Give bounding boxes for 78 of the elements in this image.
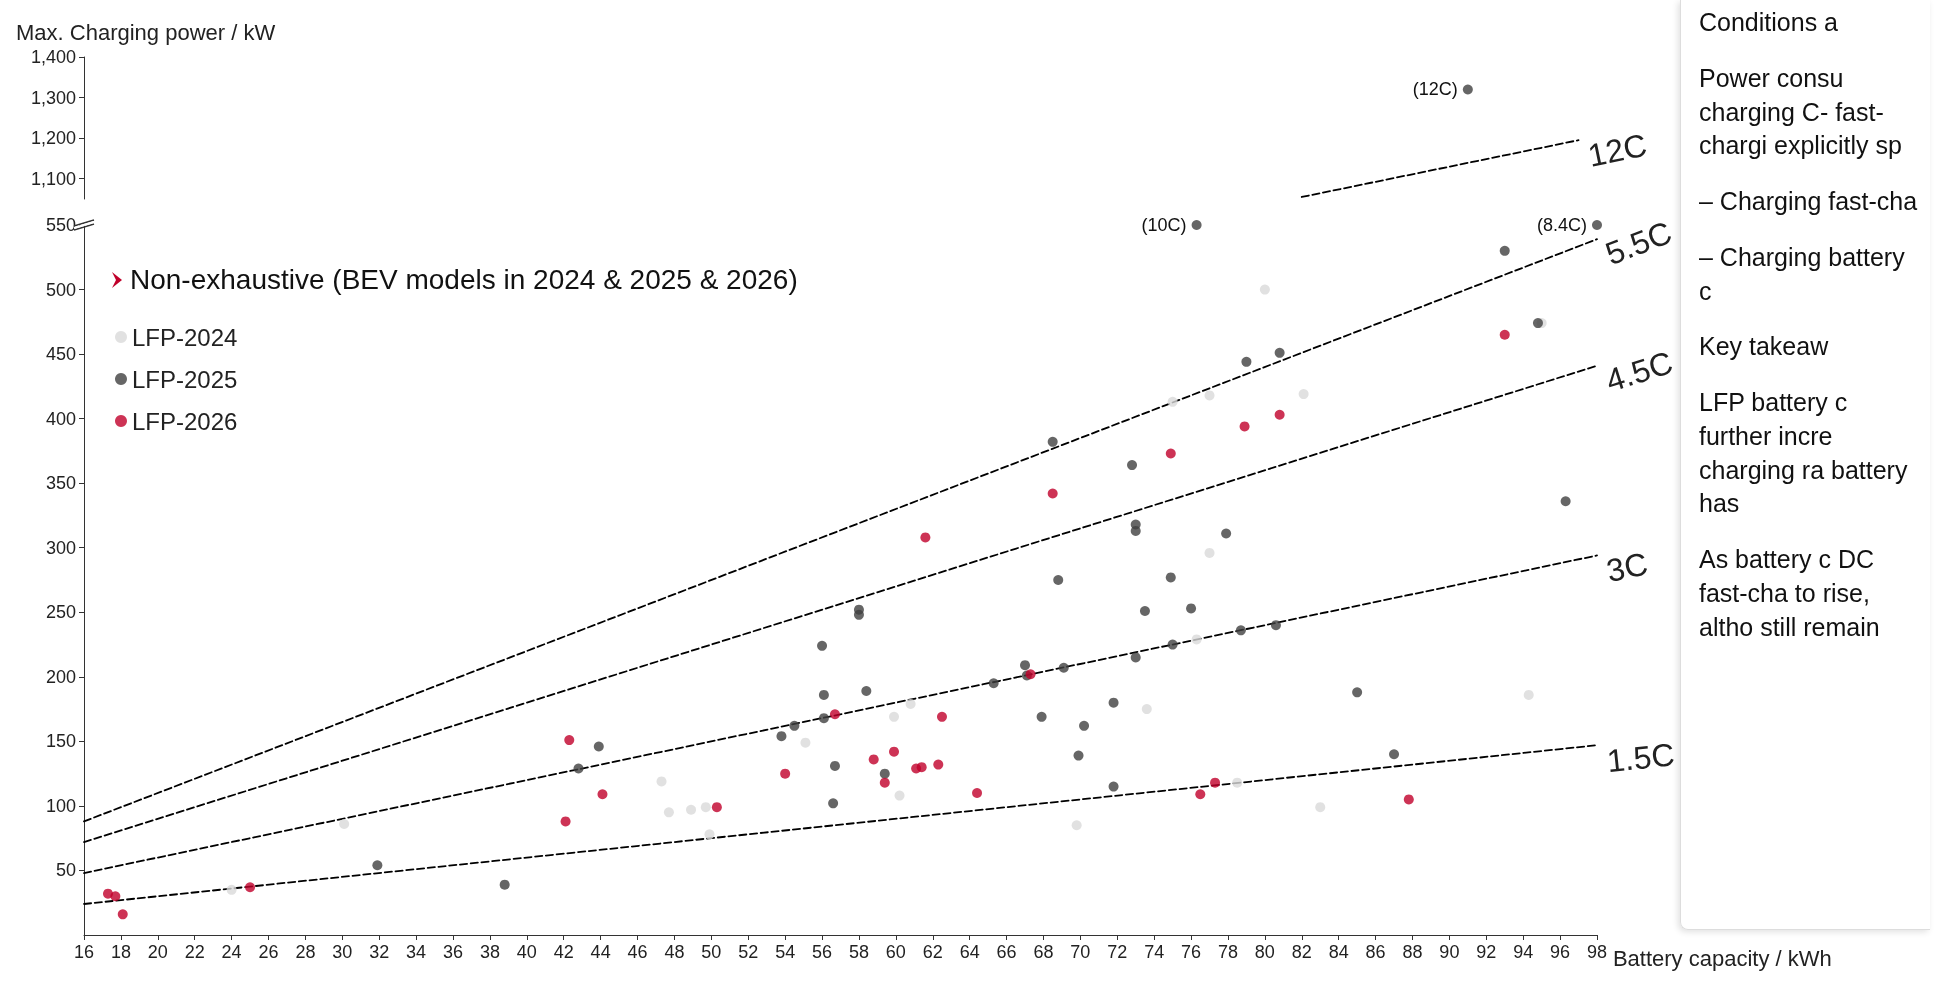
x-tick-label: 44 <box>590 942 611 962</box>
text: Key takeaw <box>1699 331 1830 363</box>
text: – Charging battery c <box>1699 241 1906 307</box>
x-tick-label: 90 <box>1439 942 1460 962</box>
x-tick-label: 34 <box>406 942 427 962</box>
y-tick-label: 400 <box>45 408 76 429</box>
x-tick-label: 76 <box>1181 942 1202 962</box>
x-tick-label: 64 <box>959 942 980 962</box>
x-tick-label: 40 <box>516 942 537 962</box>
x-tick-label: 22 <box>184 942 205 962</box>
annotation: 12C <box>1584 126 1650 174</box>
y-tick-label: 1,300 <box>30 87 76 108</box>
x-tick-label: 42 <box>553 942 574 962</box>
y-tick-label: 450 <box>45 344 76 365</box>
y-tick-label: 350 <box>45 473 76 494</box>
x-tick-label: 62 <box>922 942 943 962</box>
x-tick-label: 54 <box>775 942 796 962</box>
text: – Charging fast-cha <box>1699 186 1919 217</box>
legend-label: LFP-2025 <box>132 365 238 393</box>
x-tick-label: 20 <box>147 942 168 962</box>
x-tick-label: 30 <box>332 942 353 962</box>
annotation: 5.5C <box>1600 214 1677 272</box>
x-tick-label: 80 <box>1254 942 1275 962</box>
y-tick-label: 50 <box>55 860 76 881</box>
x-tick-label: 24 <box>221 942 242 962</box>
y-tick-label: 300 <box>45 537 76 558</box>
x-tick-label: 82 <box>1291 942 1312 962</box>
x-tick-label: 94 <box>1513 942 1534 962</box>
x-tick-label: 58 <box>848 942 869 962</box>
x-tick-label: 68 <box>1033 942 1054 962</box>
x-tick-label: 70 <box>1070 942 1091 962</box>
y-tick-label: 1,400 <box>30 47 76 67</box>
annotation: (10C) <box>1141 215 1187 235</box>
y-tick-label: 150 <box>45 731 76 752</box>
x-tick-label: 18 <box>110 942 131 962</box>
text: Power consu charging C- fast-chargi explicitly sp <box>1699 62 1903 162</box>
text: LFP battery c further incre charging ra battery has <box>1699 387 1909 520</box>
y-tick-label: 550 <box>45 215 76 235</box>
x-tick-label: 60 <box>885 942 906 962</box>
x-tick-label: 88 <box>1402 942 1423 962</box>
y-tick-label: 500 <box>45 279 76 300</box>
x-tick-label: 46 <box>627 942 648 962</box>
y-tick-label: 200 <box>45 666 76 687</box>
y-tick-label: 250 <box>45 602 76 623</box>
y-tick-label: 1,200 <box>30 128 76 149</box>
x-tick-label: 28 <box>295 942 316 962</box>
x-tick-label: 72 <box>1107 942 1128 962</box>
annotation: 4.5C <box>1601 344 1677 399</box>
x-tick-label: 48 <box>664 942 685 962</box>
x-tick-label: 16 <box>73 942 95 962</box>
x-tick-label: 78 <box>1217 942 1238 962</box>
text: Conditions a <box>1699 7 1839 38</box>
x-tick-label: 50 <box>701 942 722 962</box>
x-tick-label: 38 <box>479 942 500 962</box>
annotation: 3C <box>1603 545 1651 590</box>
x-axis-title: Battery capacity / kWh <box>1612 945 1832 971</box>
x-tick-label: 74 <box>1144 942 1165 962</box>
x-tick-label: 32 <box>369 942 390 962</box>
annotation: (12C) <box>1412 79 1458 100</box>
annotation: Non-exhaustive (BEV models in 2024 & 2025 & 2026) <box>130 264 798 296</box>
text: As battery c DC fast-cha to rise, altho still remain <box>1699 544 1881 643</box>
y-tick-label: 100 <box>45 795 76 816</box>
y-axis-title: Max. Charging power / kW <box>16 19 276 45</box>
annotation: 1.5C <box>1605 736 1677 780</box>
x-tick-label: 98 <box>1586 942 1608 962</box>
legend-label: LFP-2026 <box>132 407 238 435</box>
x-tick-label: 86 <box>1365 942 1386 962</box>
x-tick-label: 52 <box>738 942 759 962</box>
x-tick-label: 84 <box>1328 942 1349 962</box>
x-tick-label: 66 <box>996 942 1017 962</box>
x-tick-label: 92 <box>1476 942 1497 962</box>
x-tick-label: 26 <box>258 942 279 962</box>
y-tick-label: 1,100 <box>30 168 76 189</box>
x-tick-label: 36 <box>443 942 464 962</box>
x-tick-label: 96 <box>1550 942 1571 962</box>
annotation: (8.4C) <box>1536 215 1587 235</box>
legend-label: LFP-2024 <box>132 323 238 351</box>
x-tick-label: 56 <box>812 942 833 962</box>
